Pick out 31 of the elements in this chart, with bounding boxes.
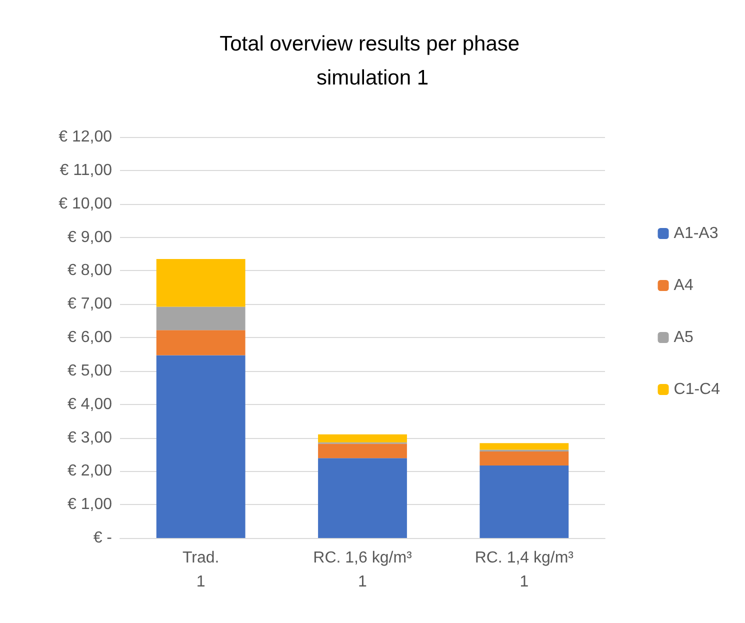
y-tick-label: € 7,00 [68,296,112,313]
legend-label: C1-C4 [674,381,720,398]
y-tick-label: € 10,00 [58,195,112,212]
bar [318,444,407,458]
y-tick-label: € - [93,530,112,546]
y-tick-label: € 4,00 [68,396,112,413]
bar [156,355,246,538]
y-tick-label: € 3,00 [68,429,112,446]
y-tick-label: € 9,00 [68,228,112,246]
x-tick-label: RC. 1,6 kg/m³ 1 [313,550,413,590]
bar [156,330,246,356]
y-tick-label: € 11,00 [60,162,112,179]
y-tick-label: € 8,00 [68,262,112,280]
bar [480,443,569,450]
x-tick-label: RC. 1,4 kg/m³ 1 [474,550,574,590]
bar [318,434,407,442]
bar [156,306,246,330]
y-tick-label: € 2,00 [68,462,112,480]
bar [318,458,407,538]
x-tick-label: Trad. 1 [182,550,220,590]
bar [156,258,246,307]
y-tick-label: € 6,00 [68,329,112,346]
legend-label: A1-A3 [674,225,718,242]
legend-label: A5 [674,329,694,346]
bar [480,451,569,466]
legend-label: A4 [674,277,694,294]
y-tick-label: € 1,00 [68,496,112,514]
y-tick-label: € 5,00 [68,362,112,380]
chart-title: Total overview results per phase simulation 1 [220,32,526,90]
bar [480,465,569,538]
y-tick-label: € 12,00 [58,128,112,146]
